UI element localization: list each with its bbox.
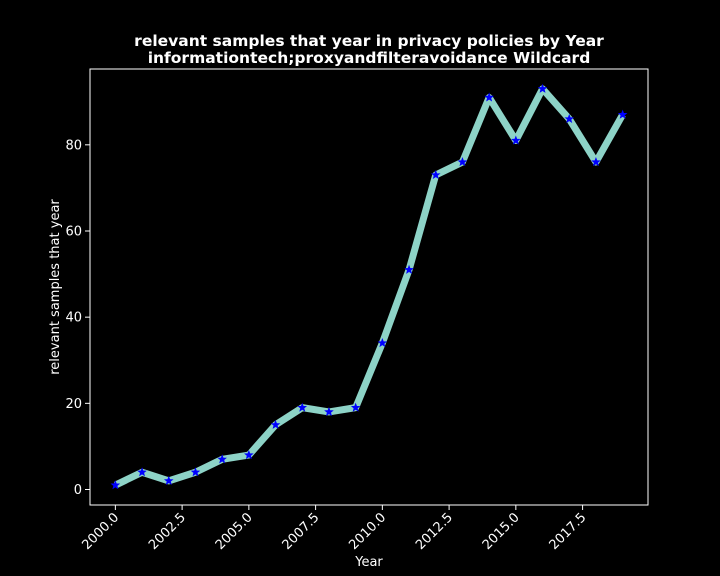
y-tick-label: 80 <box>65 138 82 153</box>
y-tick-label: 40 <box>65 311 82 326</box>
x-tick-label: 2005.0 <box>213 510 256 553</box>
x-tick-label: 2017.5 <box>547 510 590 553</box>
y-ticks: 0 20 40 60 80 <box>65 138 90 498</box>
y-tick-label: 20 <box>65 397 82 412</box>
x-tick-label: 2000.0 <box>79 510 122 553</box>
data-point <box>217 454 227 464</box>
series-line <box>113 85 626 489</box>
data-point <box>163 475 174 485</box>
data-point <box>430 169 441 180</box>
data-point <box>404 264 414 274</box>
data-point <box>270 419 281 429</box>
series <box>110 83 628 490</box>
x-ticks: 2000.0 2002.5 2005.0 2007.5 2010.0 2012.5 2015… <box>79 505 589 553</box>
data-point <box>137 467 147 477</box>
y-tick-label: 0 <box>74 483 82 498</box>
x-axis-label: Year <box>354 555 383 570</box>
data-point <box>511 135 521 145</box>
data-point <box>591 157 601 167</box>
data-point <box>377 337 388 348</box>
data-point <box>457 157 468 167</box>
data-point <box>350 402 361 412</box>
axes <box>89 68 649 506</box>
x-tick-label: 2010.0 <box>346 510 389 553</box>
plot-frame <box>89 68 649 506</box>
y-axis-label: relevant samples that year <box>48 199 63 375</box>
y-tick-label: 60 <box>65 224 82 239</box>
data-point <box>324 406 334 417</box>
data-point <box>110 480 121 490</box>
data-point <box>617 109 628 119</box>
data-point <box>564 113 575 124</box>
data-point <box>244 449 254 460</box>
chart-subtitle: informationtech;proxyandfilteravoidance … <box>148 49 591 67</box>
data-point <box>537 83 548 93</box>
chart-title: relevant samples that year in privacy po… <box>134 32 604 50</box>
x-tick-label: 2002.5 <box>146 510 189 553</box>
x-tick-label: 2007.5 <box>280 510 323 553</box>
data-point <box>297 402 308 412</box>
data-point <box>190 467 201 477</box>
x-tick-label: 2015.0 <box>480 510 523 553</box>
x-tick-label: 2012.5 <box>413 510 456 553</box>
data-point <box>484 92 494 102</box>
